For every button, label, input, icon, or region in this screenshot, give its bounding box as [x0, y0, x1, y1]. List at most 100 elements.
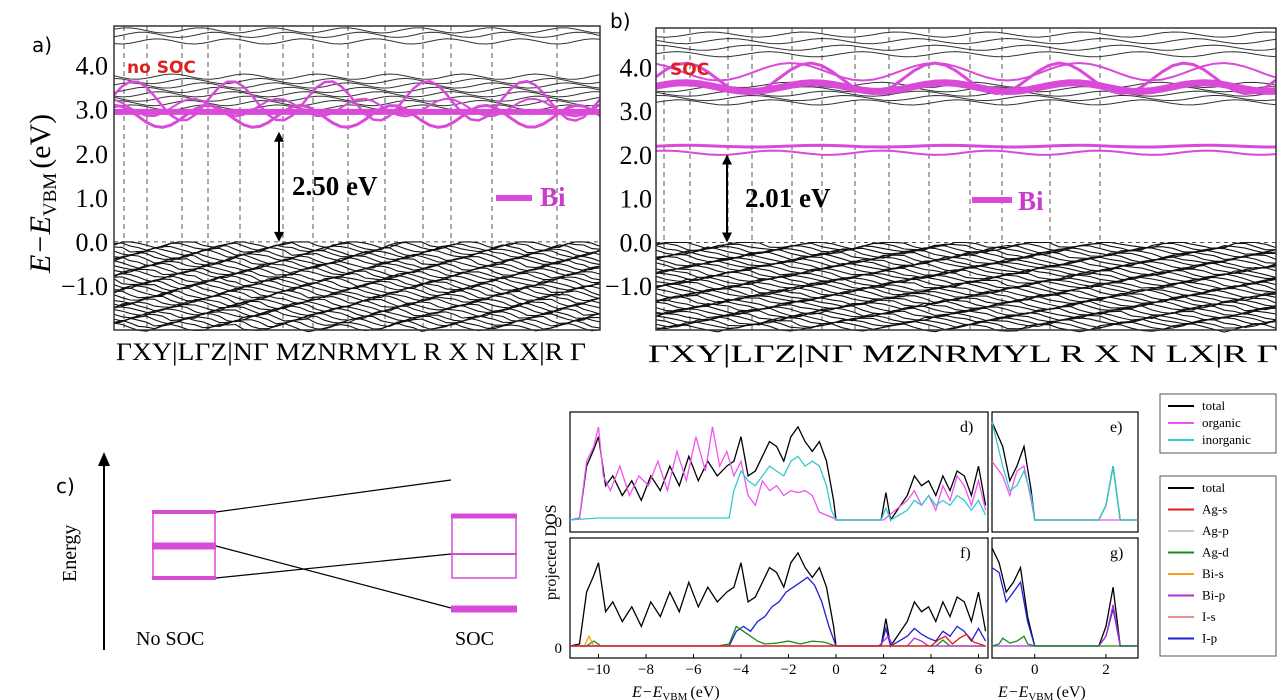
connector-1 — [215, 479, 452, 513]
ytick-label: 2.0 — [620, 141, 653, 170]
ytick-label: 0.0 — [76, 228, 109, 257]
valence-band — [113, 304, 601, 315]
valence-band — [113, 269, 601, 280]
ylabel-E2: E — [24, 216, 57, 235]
gap-arrowhead-down-icon — [722, 232, 732, 243]
panel-a-label: a) — [32, 33, 52, 57]
bi-band — [113, 79, 601, 122]
ytick-label: 3.0 — [620, 97, 653, 126]
ylabel-E: E — [24, 255, 57, 274]
dos-panel-g: g) 0 2 — [991, 537, 1139, 678]
valence-band — [655, 280, 1277, 291]
gap-arrowhead-up-icon — [274, 131, 284, 142]
legend-entry: total — [1202, 480, 1225, 495]
valence-band — [655, 322, 1277, 333]
ylabel-sub: VBM — [40, 173, 61, 216]
dos-zero-label: 0 — [555, 641, 563, 657]
panel-b-gap-label: 2.01 eV — [745, 183, 831, 213]
soc-box — [451, 515, 517, 579]
dos-xlabel-right: E−EVBM (eV) — [997, 684, 1086, 700]
conduction-band — [655, 31, 1277, 38]
valence-band — [655, 242, 1277, 252]
panel-a-yticks: 4.0 3.0 2.0 1.0 0.0 −1.0 — [61, 52, 108, 301]
dos-series-ag-d — [991, 635, 1138, 647]
nosoc-label: No SOC — [136, 628, 204, 650]
xtick-label: −6 — [686, 662, 702, 678]
xtick-label: 0 — [832, 662, 840, 678]
valence-band — [655, 250, 1277, 261]
ylabel-unit: (eV) — [24, 114, 57, 169]
legend-top: total organic inorganic — [1159, 393, 1277, 454]
ylabel-minus: − — [24, 234, 57, 254]
dos-zero-label: 0 — [555, 515, 563, 531]
panel-a-ylabel: E−EVBM(eV) — [24, 114, 61, 274]
valence-band — [113, 251, 601, 262]
conduction-band — [113, 38, 601, 45]
valence-band — [655, 241, 1277, 250]
dos-panel-label: f) — [960, 545, 971, 562]
valence-band — [113, 241, 601, 249]
panel-a-band-structure: a) no SOC 2.50 eV Bi 4.0 3.0 2.0 1.0 0.0 −1.0… — [24, 25, 601, 366]
bi-band — [655, 149, 1277, 156]
valence-band — [655, 293, 1277, 304]
conduction-band — [113, 82, 601, 89]
dos-series-inorganic — [569, 455, 987, 521]
panel-b-kpoints: ΓXY|LΓZ|NΓ MZNRMYL R X N LX|R Γ — [648, 341, 1278, 368]
xtick-label: 2 — [880, 662, 888, 678]
xtick-label: −8 — [638, 662, 654, 678]
connector-3 — [215, 553, 452, 579]
panel-c-label: c) — [56, 474, 75, 498]
valence-band — [655, 255, 1277, 266]
valence-band — [655, 314, 1277, 324]
xtick-label: −4 — [733, 662, 749, 678]
valence-band — [655, 284, 1277, 295]
ytick-label: 4.0 — [76, 52, 109, 81]
xtick-label: 6 — [975, 662, 983, 678]
ytick-label: 2.0 — [76, 140, 109, 169]
valence-band — [113, 254, 601, 264]
dos-series-total — [569, 425, 987, 522]
ytick-label: −1.0 — [61, 272, 108, 301]
legend-entry: total — [1202, 398, 1225, 413]
valence-band — [113, 241, 601, 252]
ytick-label: 3.0 — [76, 96, 109, 125]
svg-text:E−EVBM(eV): E−EVBM(eV) — [24, 114, 61, 274]
valence-band — [655, 298, 1277, 309]
panel-a-kpoints: ΓXY|LΓZ|NΓ MZNRMYL R X N LX|R Γ — [116, 339, 586, 366]
conduction-band — [655, 51, 1277, 58]
conduction-band — [113, 73, 601, 80]
valence-band — [655, 282, 1277, 293]
energy-label: Energy — [59, 525, 81, 582]
panel-b-label: b) — [610, 9, 631, 33]
dos-frame — [569, 537, 989, 659]
dos-series-i-p — [570, 576, 987, 647]
conduction-band — [113, 27, 601, 34]
legend-entry: Bi-s — [1202, 566, 1224, 581]
bi-band — [655, 61, 1277, 82]
legend-box — [1159, 475, 1277, 657]
dos-panels: d) 0 e) f) −10 −8 −6 −4 −2 0 2 4 6 0 g) 0 2 projected… — [543, 411, 1139, 700]
bi-band — [655, 61, 1277, 96]
valence-band — [113, 292, 601, 302]
dos-frame — [991, 537, 1139, 659]
valence-band — [113, 287, 601, 297]
ytick-label: −1.0 — [605, 272, 652, 301]
connector-2 — [215, 545, 452, 609]
panel-a-frame — [113, 25, 601, 331]
bi-band — [113, 97, 601, 118]
panel-a-legend-label: Bi — [540, 182, 566, 212]
legend-entry: inorganic — [1202, 432, 1251, 447]
legend-entry: organic — [1202, 415, 1241, 430]
dos-xlabel-left: E−EVBM (eV) — [631, 684, 720, 700]
conduction-band — [113, 91, 600, 98]
valence-band — [113, 307, 601, 318]
panel-b-bands — [655, 28, 1277, 333]
gap-arrowhead-down-icon — [274, 231, 284, 242]
ytick-label: 0.0 — [620, 228, 653, 257]
dos-series-total — [991, 547, 1138, 647]
panel-a-gap-label: 2.50 eV — [292, 171, 378, 201]
kpoint-labels: ΓXY|LΓZ|NΓ MZNRMYL R X N LX|R Γ — [116, 339, 586, 366]
ytick-label: 4.0 — [620, 53, 653, 82]
conduction-band — [113, 31, 601, 39]
valence-band — [655, 253, 1277, 263]
